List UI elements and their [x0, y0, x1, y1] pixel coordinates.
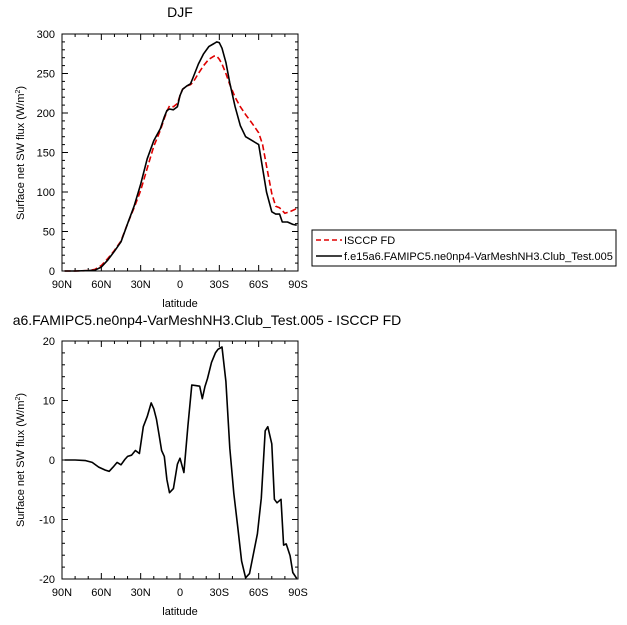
top-x-tick-label: 90N — [52, 279, 72, 291]
top-chart-ticks: 90N 60N 30N 0 30S 60S 90S 0 50 100 150 200 250 300 — [37, 29, 308, 291]
bottom-chart-xlabel: latitude — [162, 606, 197, 618]
legend-box — [311, 229, 617, 267]
top-x-tick-label: 30N — [131, 279, 151, 291]
bottom-x-tick-label: 30S — [210, 587, 230, 599]
bottom-chart-ticks: 90N 60N 30N 0 30S 60S 90S -20 -10 0 10 20 — [39, 336, 308, 599]
top-y-tick-label: 300 — [37, 29, 55, 41]
top-chart: DJF Surface net SW flux (W/m2) latitude … — [15, 4, 617, 310]
top-x-tick-label: 60N — [91, 279, 111, 291]
top-y-tick-label: 200 — [37, 108, 55, 120]
top-y-tick-label: 0 — [49, 266, 55, 278]
bottom-y-tick-label: 20 — [43, 336, 55, 348]
bottom-y-tick-label: -20 — [39, 574, 55, 586]
bottom-chart-ylabel: Surface net SW flux (W/m2) — [15, 393, 27, 527]
bottom-x-tick-label: 60S — [249, 587, 269, 599]
bottom-y-tick-label: 0 — [49, 455, 55, 467]
top-x-tick-label: 90S — [288, 279, 308, 291]
top-chart-title: DJF — [167, 4, 193, 20]
bottom-chart: a6.FAMIPC5.ne0np4-VarMeshNH3.Club_Test.0… — [13, 312, 402, 618]
top-y-tick-label: 150 — [37, 148, 55, 160]
bottom-y-tick-label: 10 — [43, 396, 55, 408]
bottom-chart-title: a6.FAMIPC5.ne0np4-VarMeshNH3.Club_Test.0… — [13, 312, 402, 328]
top-y-tick-label: 50 — [43, 227, 55, 239]
bottom-chart-frame — [61, 340, 299, 580]
top-x-tick-label: 0 — [177, 279, 183, 291]
top-chart-xlabel: latitude — [162, 298, 197, 310]
top-y-tick-label: 100 — [37, 187, 55, 199]
bottom-x-tick-label: 60N — [91, 587, 111, 599]
top-x-tick-label: 60S — [249, 279, 269, 291]
top-x-tick-label: 30S — [210, 279, 230, 291]
top-chart-frame — [61, 33, 299, 272]
bottom-y-tick-label: -10 — [39, 515, 55, 527]
bottom-x-tick-label: 90S — [288, 587, 308, 599]
top-chart-series — [64, 41, 298, 272]
top-chart-legend: ISCCP FD f.e15a6.FAMIPC5.ne0np4-VarMeshN… — [311, 229, 617, 267]
bottom-x-tick-label: 0 — [177, 587, 183, 599]
bottom-chart-series — [64, 346, 298, 579]
top-chart-ylabel: Surface net SW flux (W/m2) — [15, 86, 27, 220]
legend-label-model: f.e15a6.FAMIPC5.ne0np4-VarMeshNH3.Club_T… — [344, 251, 613, 263]
top-series-line-0 — [64, 55, 298, 272]
bottom-series-line-0 — [64, 346, 298, 579]
bottom-x-tick-label: 90N — [52, 587, 72, 599]
bottom-x-tick-label: 30N — [131, 587, 151, 599]
legend-label-isccp: ISCCP FD — [344, 235, 395, 247]
top-y-tick-label: 250 — [37, 69, 55, 81]
top-series-line-1 — [64, 41, 297, 272]
